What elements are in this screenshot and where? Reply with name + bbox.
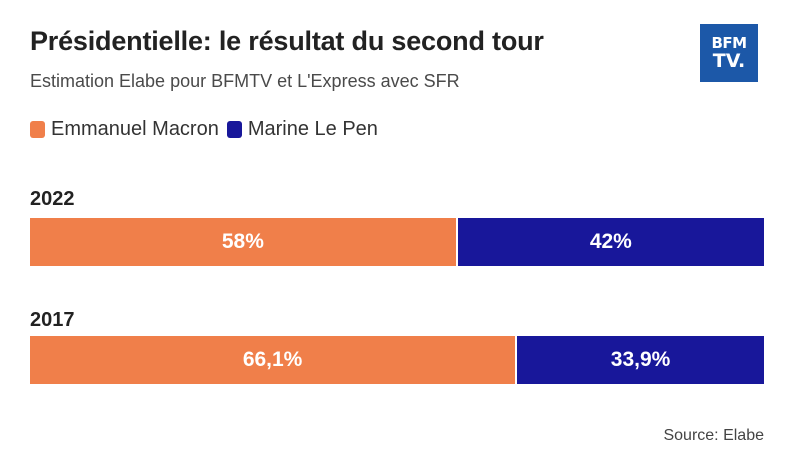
legend-item-lepen: Marine Le Pen	[226, 118, 378, 141]
bar-2022: 58% 42%	[30, 218, 764, 266]
bar-segment-lepen-2017: 33,9%	[515, 336, 764, 384]
bar-segment-macron-2017: 66,1%	[30, 336, 516, 384]
logo-line-1: BFM	[711, 33, 747, 52]
logo-line-2: TV.	[712, 49, 746, 72]
legend-swatch-lepen	[226, 121, 242, 138]
data-label-macron-2017: 66,1%	[242, 348, 303, 371]
legend-item-macron: Emmanuel Macron	[30, 118, 219, 141]
year-label-2022: 2022	[30, 188, 75, 210]
legend-swatch-macron	[30, 121, 45, 138]
legend-label-macron: Emmanuel Macron	[51, 118, 219, 140]
data-label-macron-2022: 58%	[221, 230, 264, 253]
legend: Emmanuel Macron Marine Le Pen	[30, 118, 386, 141]
bar-segment-macron-2022: 58%	[30, 218, 456, 266]
source-note: Source: Elabe	[663, 427, 764, 444]
data-label-lepen-2017: 33,9%	[610, 348, 671, 371]
bar-segment-lepen-2022: 42%	[455, 218, 764, 266]
year-label-2017: 2017	[30, 309, 75, 331]
chart-title: Présidentielle: le résultat du second to…	[30, 26, 544, 56]
bar-2017: 66,1% 33,9%	[30, 336, 764, 384]
bfmtv-logo: BFM TV.	[700, 24, 758, 82]
data-label-lepen-2022: 42%	[589, 230, 632, 253]
legend-label-lepen: Marine Le Pen	[247, 118, 378, 140]
chart-subtitle: Estimation Elabe pour BFMTV et L'Express…	[30, 71, 460, 91]
